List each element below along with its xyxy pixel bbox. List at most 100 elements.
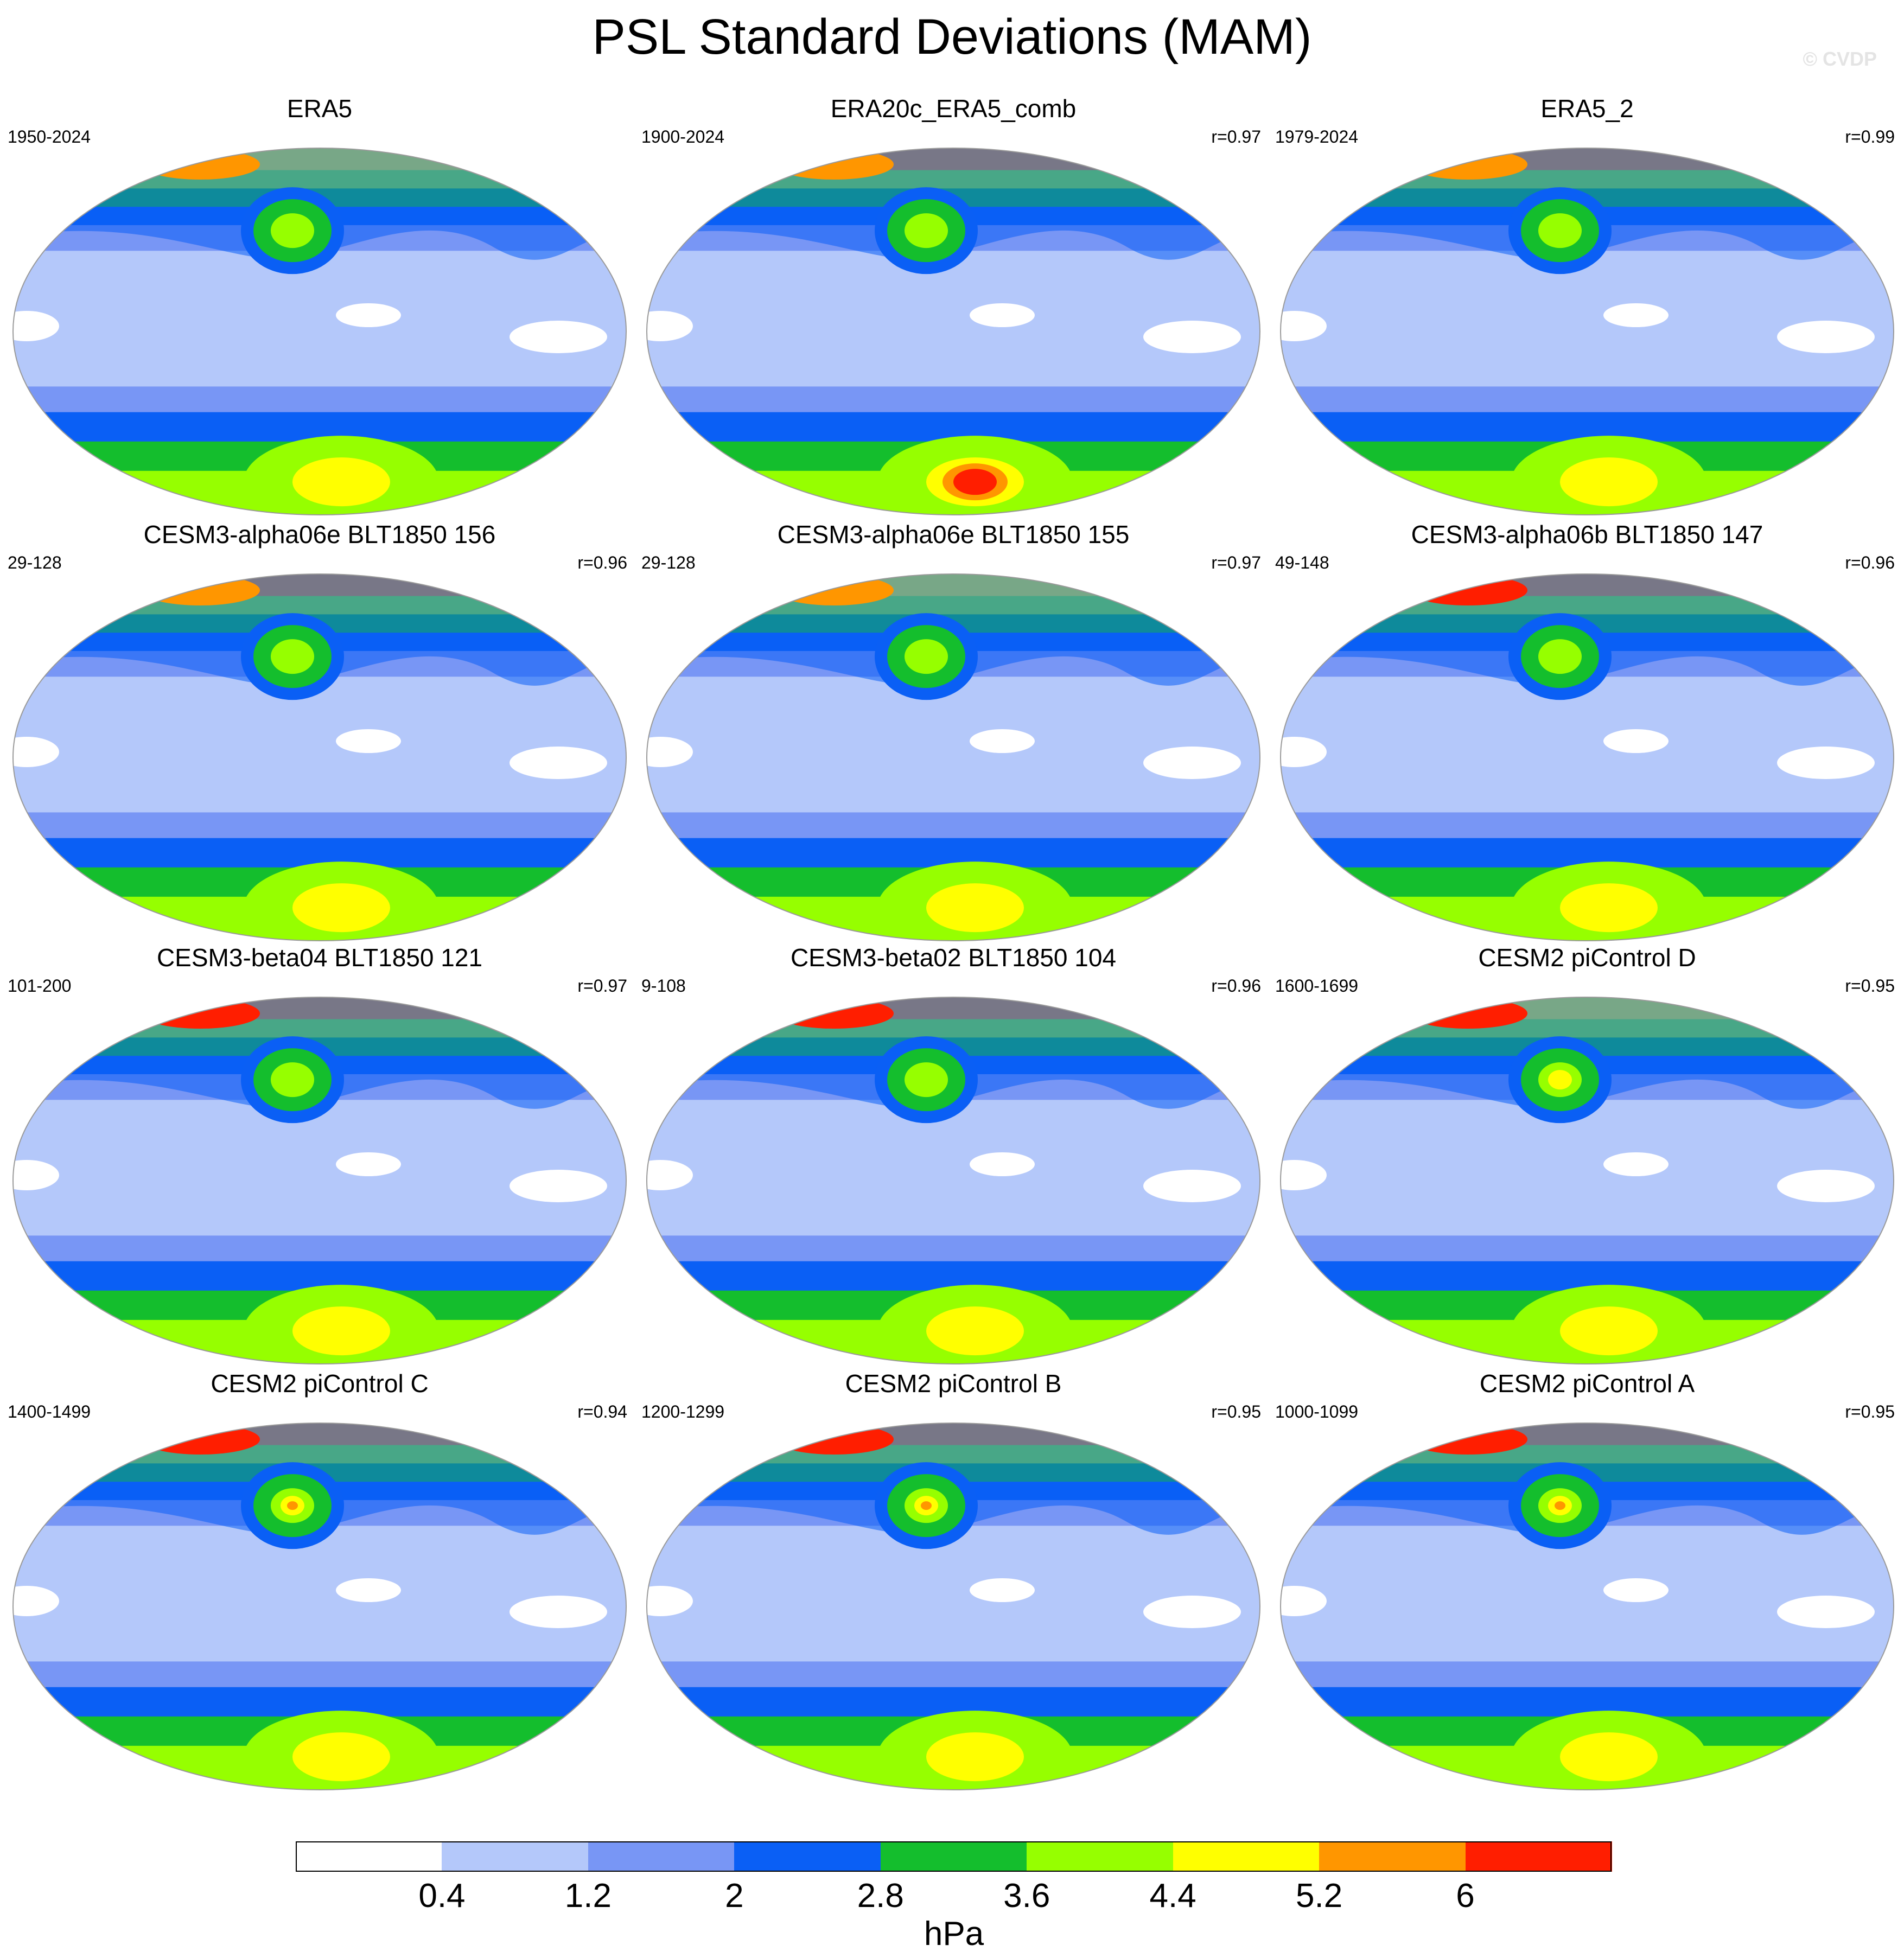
contour-band bbox=[1281, 1661, 1894, 1688]
tropical-minimum bbox=[1143, 1596, 1241, 1628]
colorbar-swatch bbox=[734, 1841, 881, 1872]
map-outline bbox=[12, 1423, 627, 1790]
map-outline bbox=[12, 997, 627, 1364]
southern-contour bbox=[926, 1732, 1024, 1782]
panel-correlation: r=0.94 bbox=[577, 1402, 627, 1421]
map-outline bbox=[1280, 1423, 1894, 1790]
panel-years: 49-148 bbox=[1275, 553, 1329, 572]
colorbar-swatch bbox=[1027, 1841, 1174, 1872]
panel-years: 1600-1699 bbox=[1275, 976, 1359, 996]
panel-years: 1000-1099 bbox=[1275, 1402, 1359, 1421]
panel-title: CESM2 piControl B bbox=[845, 1369, 1062, 1398]
contour-band bbox=[647, 812, 1260, 839]
tropical-minimum bbox=[510, 1170, 607, 1202]
colorbar-tick-label: 5.2 bbox=[1296, 1877, 1343, 1915]
map-panel: ERA5_2 1979-2024 r=0.99 bbox=[1274, 92, 1900, 532]
colorbar-swatch bbox=[588, 1841, 735, 1872]
colorbar-tick-label: 3.6 bbox=[1003, 1877, 1050, 1915]
contour-band bbox=[1281, 1526, 1894, 1673]
panel-title: ERA5_2 bbox=[1540, 94, 1634, 123]
tropical-minimum bbox=[510, 1596, 607, 1628]
colorbar-swatch bbox=[880, 1841, 1028, 1872]
map-outline bbox=[646, 1423, 1260, 1790]
tropical-minimum bbox=[13, 1160, 59, 1190]
southern-contour bbox=[1560, 1732, 1658, 1782]
contour-band bbox=[13, 1526, 626, 1673]
contour-band bbox=[13, 1100, 626, 1247]
map-panel: CESM3-alpha06e BLT1850 156 29-128 r=0.96 bbox=[7, 518, 633, 958]
contour-band bbox=[1281, 677, 1894, 824]
psl-stddev-map bbox=[12, 997, 627, 1364]
panel-correlation: r=0.95 bbox=[1211, 1402, 1261, 1421]
tropical-minimum bbox=[1603, 1578, 1669, 1602]
panel-years: 1979-2024 bbox=[1275, 127, 1359, 146]
map-panel: CESM3-beta02 BLT1850 104 9-108 r=0.96 bbox=[640, 941, 1266, 1381]
map-panel: CESM3-alpha06b BLT1850 147 49-148 r=0.96 bbox=[1274, 518, 1900, 958]
panel-title: CESM3-alpha06b BLT1850 147 bbox=[1411, 520, 1763, 549]
panel-correlation: r=0.97 bbox=[577, 976, 627, 996]
panel-years: 1900-2024 bbox=[641, 127, 725, 146]
panel-title: CESM2 piControl C bbox=[211, 1369, 429, 1398]
pacific-contour bbox=[1555, 1501, 1565, 1510]
pacific-contour bbox=[1538, 639, 1582, 674]
colorbar-swatch bbox=[296, 1841, 443, 1872]
contour-band bbox=[1281, 812, 1894, 839]
psl-stddev-map bbox=[1280, 1423, 1894, 1790]
panel-years: 1200-1299 bbox=[641, 1402, 725, 1421]
contour-band bbox=[647, 1661, 1260, 1688]
psl-stddev-map bbox=[646, 573, 1260, 941]
tropical-minimum bbox=[1777, 1596, 1875, 1628]
tropical-minimum bbox=[647, 1160, 693, 1190]
map-panel: ERA20c_ERA5_comb 1900-2024 r=0.97 bbox=[640, 92, 1266, 532]
colorbar-frame bbox=[296, 1841, 1612, 1872]
map-panel: CESM2 piControl C 1400-1499 r=0.94 bbox=[7, 1367, 633, 1807]
tropical-minimum bbox=[1603, 729, 1669, 753]
southern-contour bbox=[292, 1732, 390, 1782]
tropical-minimum bbox=[336, 303, 401, 327]
colorbar-tick-label: 2 bbox=[725, 1877, 744, 1915]
contour-band bbox=[647, 1235, 1260, 1262]
tropical-minimum bbox=[1281, 737, 1327, 767]
southern-contour bbox=[292, 883, 390, 933]
pacific-contour bbox=[271, 639, 314, 674]
psl-stddev-map bbox=[1280, 997, 1894, 1364]
panel-title: CESM2 piControl D bbox=[1478, 943, 1696, 972]
panel-correlation: r=0.96 bbox=[1211, 976, 1261, 996]
contour-band bbox=[1281, 386, 1894, 413]
colorbar-tick-label: 2.8 bbox=[857, 1877, 904, 1915]
tropical-minimum bbox=[1777, 321, 1875, 353]
pacific-contour bbox=[905, 1062, 948, 1098]
colorbar-swatch bbox=[1319, 1841, 1466, 1872]
southern-contour bbox=[292, 457, 390, 507]
map-panel: CESM3-beta04 BLT1850 121 101-200 r=0.97 bbox=[7, 941, 633, 1381]
tropical-minimum bbox=[970, 1578, 1035, 1602]
contour-band bbox=[13, 251, 626, 398]
tropical-minimum bbox=[1603, 1152, 1669, 1176]
contour-band bbox=[13, 812, 626, 839]
southern-contour bbox=[292, 1306, 390, 1356]
map-outline bbox=[646, 148, 1260, 515]
colorbar-tick-label: 1.2 bbox=[564, 1877, 612, 1915]
tropical-minimum bbox=[647, 737, 693, 767]
tropical-minimum bbox=[1281, 311, 1327, 341]
tropical-minimum bbox=[970, 1152, 1035, 1176]
tropical-minimum bbox=[336, 729, 401, 753]
panel-correlation: r=0.99 bbox=[1845, 127, 1895, 146]
tropical-minimum bbox=[970, 729, 1035, 753]
colorbar bbox=[296, 1841, 1612, 1873]
pacific-contour bbox=[905, 213, 948, 248]
panel-years: 29-128 bbox=[8, 553, 62, 572]
southern-contour bbox=[953, 469, 997, 495]
tropical-minimum bbox=[13, 737, 59, 767]
map-outline bbox=[1280, 148, 1894, 515]
map-outline bbox=[646, 997, 1260, 1364]
panel-title: CESM3-alpha06e BLT1850 156 bbox=[143, 520, 496, 549]
psl-stddev-map bbox=[646, 1423, 1260, 1790]
tropical-minimum bbox=[13, 1586, 59, 1616]
panel-correlation: r=0.95 bbox=[1845, 1402, 1895, 1421]
panel-years: 29-128 bbox=[641, 553, 696, 572]
cvdp-watermark: © CVDP bbox=[1803, 48, 1877, 70]
pacific-contour bbox=[1548, 1070, 1572, 1090]
psl-stddev-map bbox=[12, 148, 627, 515]
contour-band bbox=[647, 1100, 1260, 1247]
